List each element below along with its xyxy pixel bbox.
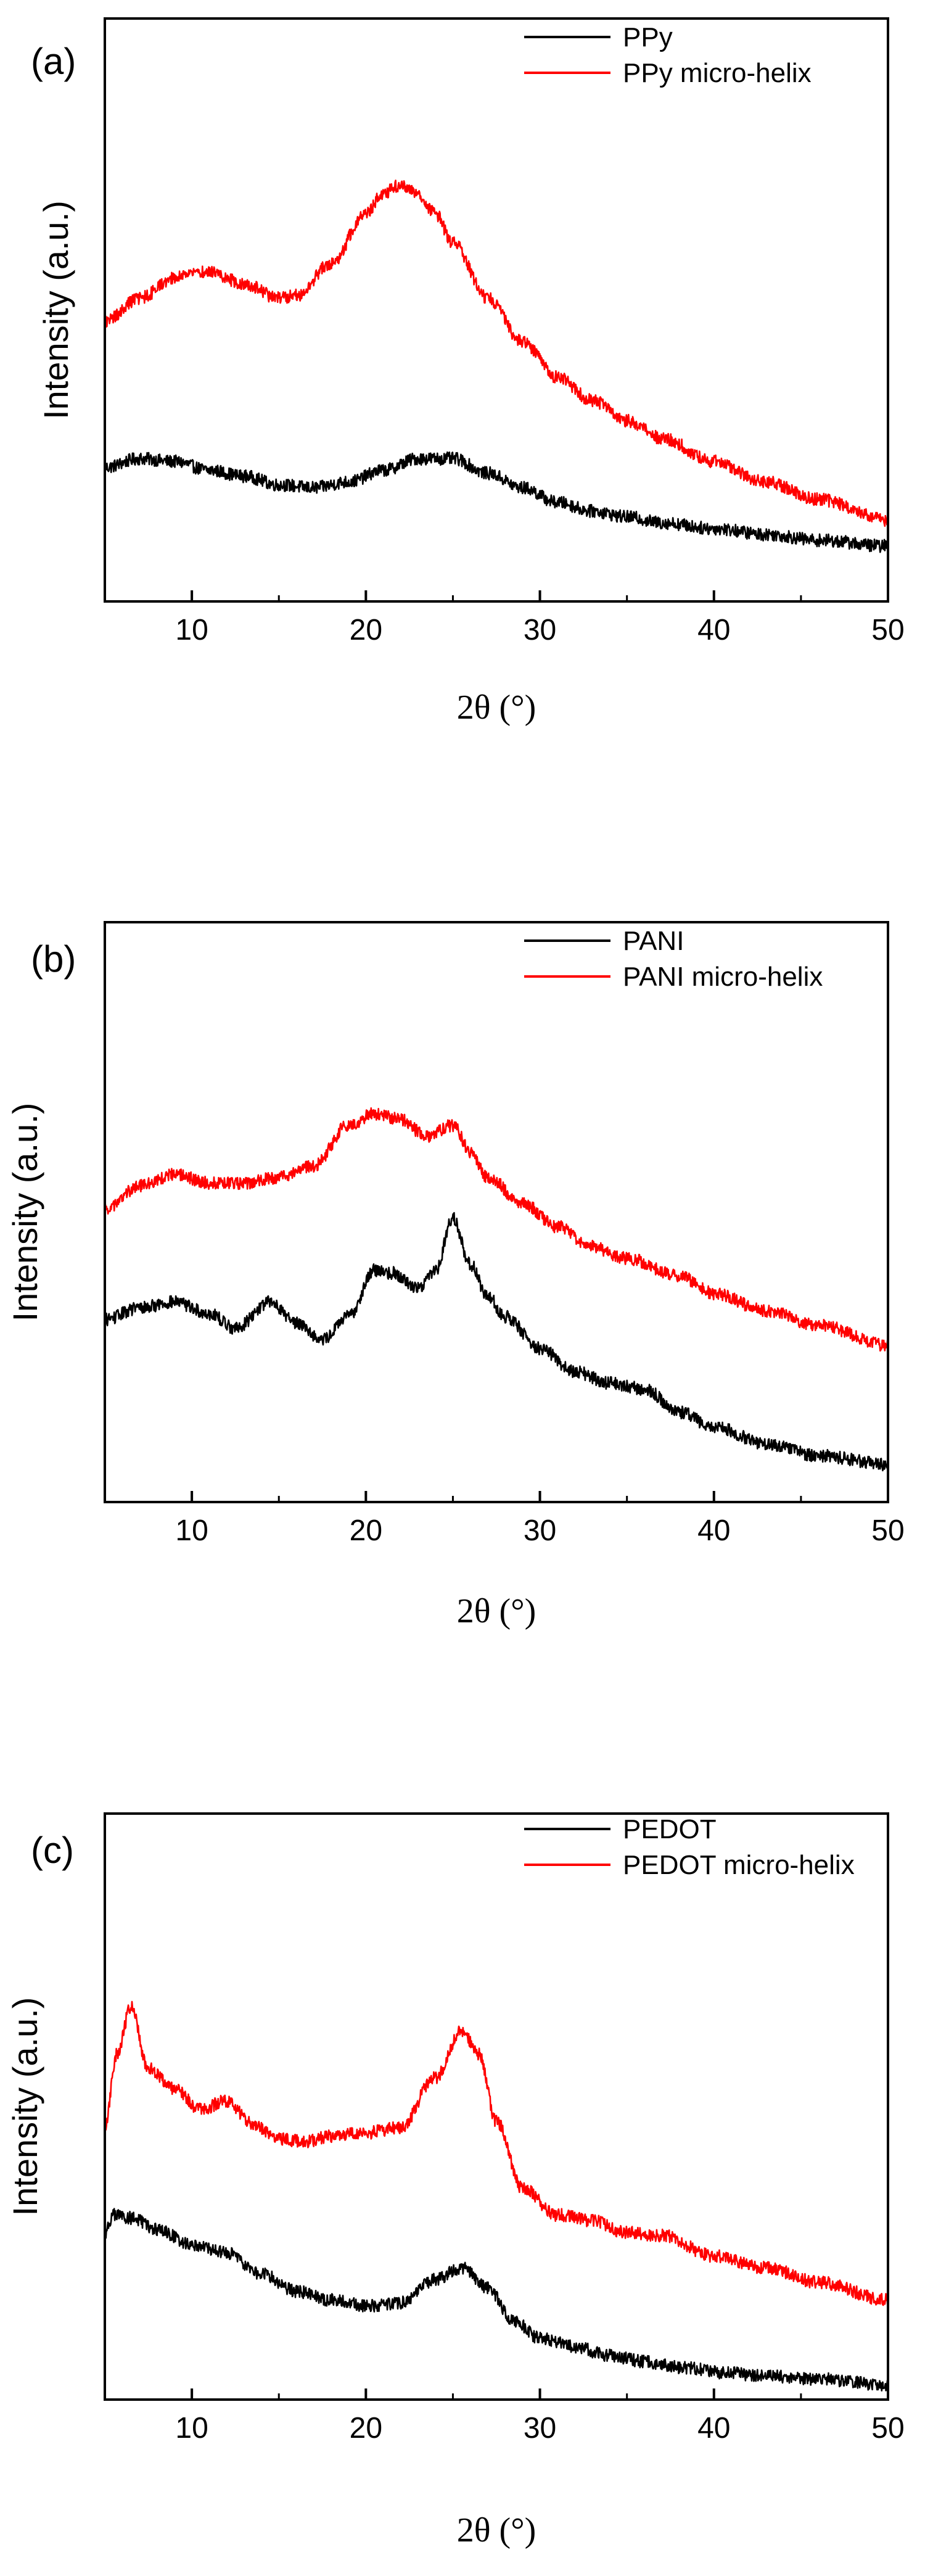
- series-line-pedot-micro-helix: [104, 2000, 889, 2306]
- panel-label: (a): [31, 41, 76, 82]
- x-axis-title: 2θ (°): [457, 688, 536, 727]
- y-axis-title: Intensity (a.u.): [6, 1997, 44, 2216]
- legend-label: PPy micro-helix: [623, 58, 812, 88]
- x-tick-label: 30: [524, 1514, 556, 1547]
- x-tick-label: 50: [871, 2412, 904, 2445]
- legend-label: PANI micro-helix: [623, 962, 823, 992]
- chart-panel-a: 10 20 30 40 50 2θ (°) Intensity (a.u.) (a) PPy PP…: [31, 17, 905, 727]
- series-line-pani-micro-helix: [104, 1107, 889, 1352]
- x-tick-label: 30: [524, 2412, 556, 2445]
- y-axis-title: Intensity (a.u.): [36, 200, 75, 419]
- x-tick-label: 10: [175, 1514, 208, 1547]
- x-tick-label: 30: [524, 614, 556, 646]
- y-axis-title: Intensity (a.u.): [6, 1103, 44, 1322]
- series-line-ppy: [104, 451, 889, 553]
- legend-label: PEDOT micro-helix: [623, 1850, 855, 1880]
- legend-label: PANI: [623, 926, 684, 956]
- chart-panel-c: 10 20 30 40 50 2θ (°) Intensity (a.u.) (c) PEDOT…: [6, 1812, 905, 2549]
- series-line-pedot: [104, 2208, 889, 2392]
- x-axis-title: 2θ (°): [457, 1592, 536, 1630]
- plot-frame: [104, 17, 889, 603]
- panel-label: (c): [31, 1830, 74, 1871]
- x-tick-label: 40: [697, 2412, 730, 2445]
- plot-frame: [104, 921, 889, 1503]
- chart-panel-b: 10 20 30 40 50 2θ (°) Intensity (a.u.) (b) PANI P…: [6, 921, 905, 1630]
- x-tick-label: 40: [697, 1514, 730, 1547]
- plot-frame: [104, 1812, 889, 2401]
- legend-label: PEDOT: [623, 1814, 717, 1844]
- x-tick-label: 50: [871, 1514, 904, 1547]
- x-tick-label: 20: [350, 2412, 382, 2445]
- panel-label: (b): [31, 938, 76, 980]
- x-axis-title: 2θ (°): [457, 2511, 536, 2549]
- x-tick-label: 50: [871, 614, 904, 646]
- x-tick-label: 10: [175, 2412, 208, 2445]
- series-line-ppy-micro-helix: [104, 180, 889, 527]
- x-tick-label: 20: [350, 614, 382, 646]
- x-tick-label: 20: [350, 1514, 382, 1547]
- series-line-pani: [104, 1212, 889, 1472]
- legend-label: PPy: [623, 22, 673, 52]
- x-tick-label: 10: [175, 614, 208, 646]
- x-tick-label: 40: [697, 614, 730, 646]
